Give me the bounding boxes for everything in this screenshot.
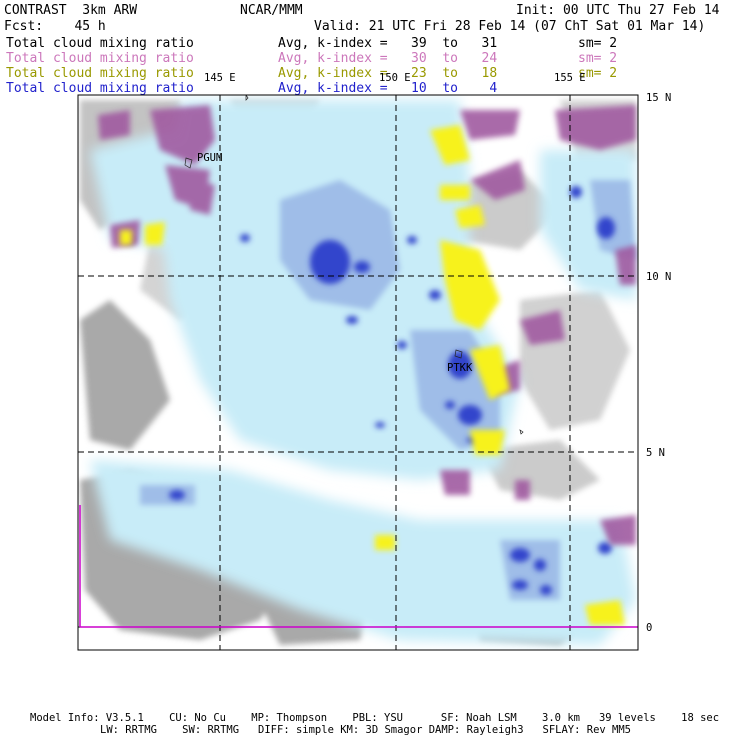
center-name: NCAR/MMM — [240, 3, 303, 18]
field-avg-2: Avg, k-index = 30 to 24 — [278, 51, 498, 66]
field-name-2: Total cloud mixing ratio — [6, 51, 194, 66]
lat-label-0: 0 — [646, 622, 653, 634]
lon-label-150: 150 E — [379, 72, 411, 84]
forecast-hour: Fcst: 45 h — [4, 19, 106, 34]
lat-label-5n: 5 N — [646, 447, 665, 459]
field-avg-1: Avg, k-index = 39 to 31 — [278, 36, 498, 51]
model-title: CONTRAST 3km ARW — [4, 3, 138, 18]
model-info-line-1: Model Info: V3.5.1 CU: No Cu MP: Thompso… — [30, 712, 720, 724]
station-pgum: PGUM — [197, 152, 223, 164]
lon-label-145: 145 E — [204, 72, 236, 84]
valid-time: Valid: 21 UTC Fri 28 Feb 14 (07 ChT Sat … — [314, 19, 706, 34]
coastlines — [184, 95, 524, 435]
field-sm-1: sm= 2 — [578, 36, 618, 51]
model-info-line-2: LW: RRTMG SW: RRTMG DIFF: simple KM: 3D … — [100, 724, 632, 736]
init-time: Init: 00 UTC Thu 27 Feb 14 — [516, 3, 720, 18]
field-name-1: Total cloud mixing ratio — [6, 36, 194, 51]
field-name-4: Total cloud mixing ratio — [6, 81, 194, 96]
field-name-3: Total cloud mixing ratio — [6, 66, 194, 81]
station-ptkk: PTKK — [447, 362, 473, 374]
lon-label-155: 155 E — [554, 72, 586, 84]
field-sm-3: sm= 2 — [578, 66, 618, 81]
field-sm-2: sm= 2 — [578, 51, 618, 66]
field-avg-4: Avg, k-index = 10 to 4 — [278, 81, 498, 96]
field-avg-3: Avg, k-index = 23 to 18 — [278, 66, 498, 81]
lat-label-15n: 15 N — [646, 92, 672, 104]
yellow-cloud — [120, 125, 625, 625]
domain-boundary — [79, 505, 638, 628]
lat-label-10n: 10 N — [646, 271, 672, 283]
map-frame — [77, 94, 639, 651]
